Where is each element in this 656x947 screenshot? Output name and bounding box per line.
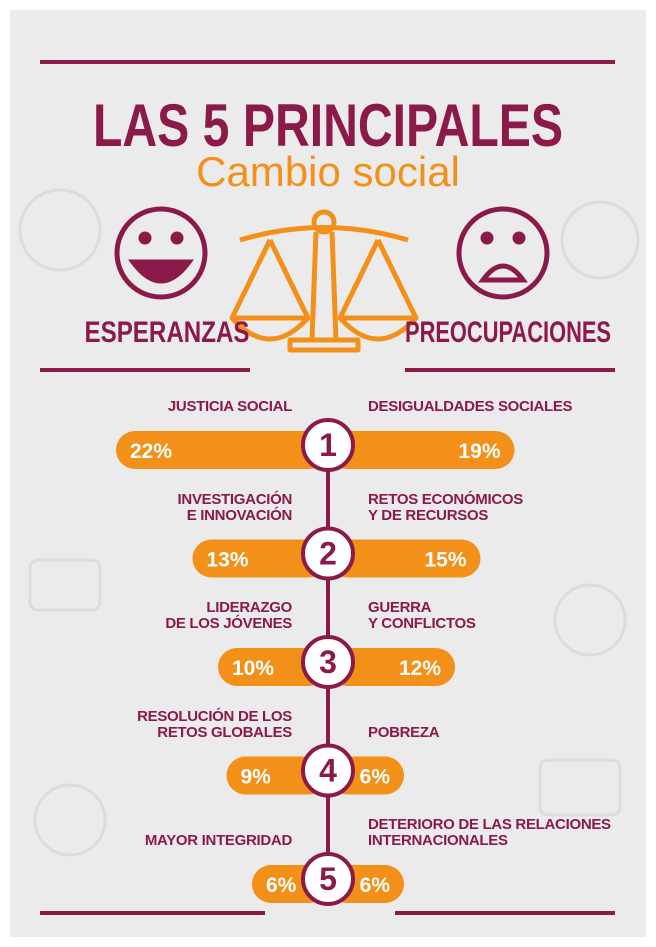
value-label: 15% — [424, 549, 466, 572]
sad-face — [456, 206, 550, 300]
bar — [116, 431, 328, 469]
rank-circle — [301, 418, 355, 472]
value-label: 10% — [232, 657, 274, 680]
bar — [218, 648, 328, 686]
value-label: 12% — [399, 657, 441, 680]
subtitle: Cambio social — [196, 148, 460, 195]
bar — [328, 648, 455, 686]
bar — [192, 539, 328, 578]
scale-icon — [229, 209, 419, 353]
value-label: 6% — [266, 874, 297, 897]
bar — [328, 431, 515, 469]
bar — [328, 539, 481, 578]
value-label: 9% — [241, 766, 272, 789]
rank-label: 3 — [319, 644, 337, 680]
rank-circle — [301, 852, 355, 906]
category-label: GUERRA Y CONFLICTOS — [368, 599, 476, 632]
category-label: RETOS ECONÓMICOS Y DE RECURSOS — [368, 490, 523, 524]
value-label: 6% — [360, 874, 391, 897]
rank-label: 1 — [319, 427, 337, 463]
legend-right: PREOCUPACIONES — [405, 316, 611, 349]
rank-label: 4 — [319, 753, 337, 789]
value-label: 13% — [207, 549, 249, 572]
rank-circle — [301, 526, 355, 581]
rank-circle — [301, 743, 355, 798]
category-label: DETERIORO DE LAS RELACIONES INTERNACIONA… — [368, 816, 611, 849]
legend-left: ESPERANZAS — [85, 316, 250, 349]
rank-circle — [301, 635, 355, 689]
title: LAS 5 PRINCIPALES — [93, 92, 563, 159]
value-label: 19% — [458, 440, 500, 463]
rank-label: 2 — [319, 536, 337, 572]
category-label: LIDERAZGO DE LOS JÓVENES — [165, 599, 292, 632]
category-label: JUSTICIA SOCIAL — [167, 398, 292, 415]
rank-label: 5 — [319, 861, 337, 897]
category-label: INVESTIGACIÓN E INNOVACIÓN — [177, 490, 293, 524]
category-label: POBREZA — [368, 723, 440, 741]
category-label: DESIGUALDADES SOCIALES — [368, 398, 573, 415]
value-label: 22% — [130, 440, 172, 463]
value-label: 6% — [360, 766, 391, 789]
happy-face — [114, 206, 208, 300]
category-label: RESOLUCIÓN DE LOS RETOS GLOBALES — [137, 707, 292, 741]
category-label: MAYOR INTEGRIDAD — [144, 832, 292, 849]
background-icons — [18, 188, 640, 857]
